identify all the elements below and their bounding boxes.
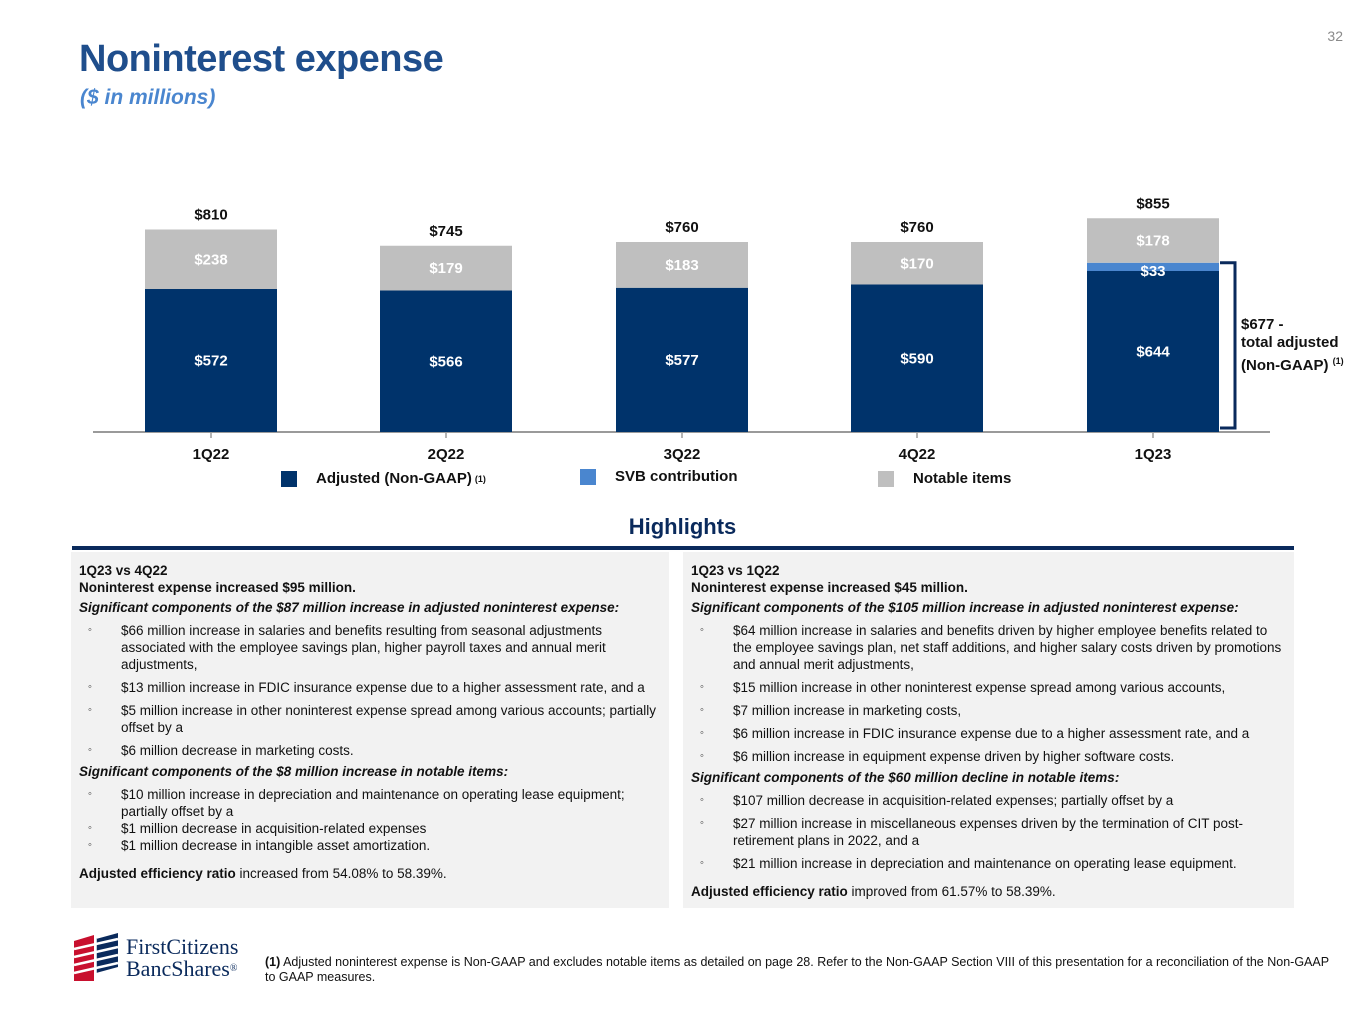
total-label: $745	[429, 223, 462, 240]
bar-adjusted-non-gaap--2q22	[380, 290, 512, 432]
data-label: $33	[1140, 263, 1165, 280]
logo-wordmark: FirstCitizens BancShares®	[126, 936, 238, 980]
highlights-heading: Highlights	[628, 514, 737, 539]
list-item: $107 million decrease in acquisition-rel…	[691, 792, 1286, 809]
page-title: Noninterest expense	[79, 38, 444, 80]
legend-svb: SVB contribution	[580, 468, 738, 485]
page-number: 32	[1327, 28, 1343, 44]
legend-notable: Notable items	[878, 470, 1011, 487]
efficiency-ratio-value: increased from 54.08% to 58.39%.	[235, 866, 447, 881]
x-tick-label: 1Q22	[193, 446, 230, 463]
footnote: (1) Adjusted noninterest expense is Non-…	[265, 955, 1335, 985]
list-item: $7 million increase in marketing costs,	[691, 702, 1286, 719]
bar-notable-items-2q22	[380, 245, 512, 291]
efficiency-ratio-label: Adjusted efficiency ratio	[691, 884, 848, 899]
total-label: $760	[900, 219, 933, 236]
efficiency-ratio-text: Adjusted efficiency ratio improved from …	[691, 883, 1286, 900]
page-subtitle: ($ in millions)	[80, 86, 216, 109]
list-item: $64 million increase in salaries and ben…	[691, 622, 1286, 673]
panel-subheading: Significant components of the $105 milli…	[691, 600, 1239, 615]
data-label: $590	[900, 350, 933, 367]
flag-icon	[70, 931, 122, 985]
efficiency-ratio-value: improved from 61.57% to 58.39%.	[847, 884, 1056, 899]
list-item: $66 million increase in salaries and ben…	[79, 622, 661, 673]
list-item: $10 million increase in depreciation and…	[79, 786, 661, 820]
list-item: $27 million increase in miscellaneous ex…	[691, 815, 1286, 849]
bar-svb-contribution-1q23	[1087, 262, 1219, 271]
legend-swatch-notable	[878, 470, 894, 487]
data-label: $170	[900, 255, 933, 272]
panel-heading: 1Q23 vs 4Q22	[79, 563, 168, 578]
x-tick-label: 1Q23	[1135, 446, 1172, 463]
efficiency-ratio-label: Adjusted efficiency ratio	[79, 866, 236, 881]
data-label: $577	[665, 352, 698, 369]
data-label: $572	[194, 353, 227, 370]
bracket	[1220, 261, 1237, 430]
x-tick-label: 2Q22	[428, 446, 465, 463]
x-tick-label: 3Q22	[664, 446, 701, 463]
panel-subheading: Significant components of the $60 millio…	[691, 770, 1120, 785]
list-item: $15 million increase in other noninteres…	[691, 679, 1286, 696]
bar-notable-items-4q22	[851, 242, 983, 285]
data-label: $644	[1136, 344, 1170, 361]
data-label: $566	[429, 353, 462, 370]
total-label: $760	[665, 219, 698, 236]
footnote-marker: (1)	[265, 955, 281, 969]
data-label: $179	[429, 260, 462, 277]
total-label: $855	[1136, 195, 1169, 212]
company-logo: FirstCitizens BancShares®	[70, 931, 238, 985]
legend-adjusted: Adjusted (Non-GAAP) (1)	[281, 470, 486, 487]
bracket-footnote-ref: (1)	[1332, 356, 1344, 366]
panel-heading: 1Q23 vs 1Q22	[691, 563, 780, 578]
bracket-line-1: $677 -	[1241, 316, 1284, 333]
list-item: $6 million increase in equipment expense…	[691, 748, 1286, 765]
x-tick-label: 4Q22	[899, 446, 936, 463]
list-item: $5 million increase in other noninterest…	[79, 702, 661, 736]
bracket-line-2: total adjusted	[1241, 334, 1339, 351]
bracket-line-3: (Non-GAAP)	[1241, 357, 1329, 374]
bar-adjusted-non-gaap--3q22	[616, 287, 748, 432]
logo-registered-mark: ®	[229, 963, 238, 974]
legend-label-notable: Notable items	[913, 470, 1012, 487]
list-item: $6 million increase in FDIC insurance ex…	[691, 725, 1286, 742]
highlights-panel-left: 1Q23 vs 4Q22 Noninterest expense increas…	[71, 552, 669, 908]
bar-notable-items-1q23	[1087, 218, 1219, 263]
panel-summary: Noninterest expense increased $95 millio…	[79, 580, 356, 595]
expense-bar-chart: $572 $238 $810 1Q22 $566 $179 $745 2Q22 $577 $183…	[93, 195, 1270, 463]
panel-subheading: Significant components of the $87 millio…	[79, 600, 620, 615]
bracket-annotation: $677 - total adjusted (Non-GAAP) (1)	[1241, 316, 1344, 375]
legend-swatch-adjusted	[281, 470, 297, 487]
list-item: $6 million decrease in marketing costs.	[79, 742, 661, 759]
bar-notable-items-1q22	[145, 229, 277, 289]
highlights-panel-right: 1Q23 vs 1Q22 Noninterest expense increas…	[683, 552, 1294, 908]
data-label: $238	[194, 251, 227, 268]
legend-label-svb: SVB contribution	[615, 468, 738, 485]
data-label: $183	[665, 257, 698, 274]
bar-adjusted-non-gaap--1q22	[145, 289, 277, 432]
bar-adjusted-non-gaap--4q22	[851, 284, 983, 432]
legend-swatch-svb	[580, 468, 596, 485]
panel-subheading: Significant components of the $8 million…	[79, 764, 509, 779]
list-item: $13 million increase in FDIC insurance e…	[79, 679, 661, 696]
legend-label-adjusted: Adjusted (Non-GAAP)	[316, 470, 472, 487]
panel-summary: Noninterest expense increased $45 millio…	[691, 580, 968, 595]
total-label: $810	[194, 207, 227, 224]
footnote-text: Adjusted noninterest expense is Non-GAAP…	[265, 955, 1329, 984]
legend-footnote-ref: (1)	[474, 473, 486, 484]
bar-notable-items-3q22	[616, 242, 748, 288]
highlights-divider	[72, 546, 1294, 550]
bar-adjusted-non-gaap--1q23	[1087, 271, 1219, 432]
data-label: $178	[1136, 233, 1169, 250]
logo-line-2: BancShares	[126, 956, 230, 981]
list-item: $1 million decrease in acquisition-relat…	[79, 820, 661, 837]
list-item: $1 million decrease in intangible asset …	[79, 837, 661, 854]
efficiency-ratio-text: Adjusted efficiency ratio increased from…	[79, 865, 661, 882]
list-item: $21 million increase in depreciation and…	[691, 855, 1286, 872]
logo-line-1: FirstCitizens	[126, 934, 239, 959]
